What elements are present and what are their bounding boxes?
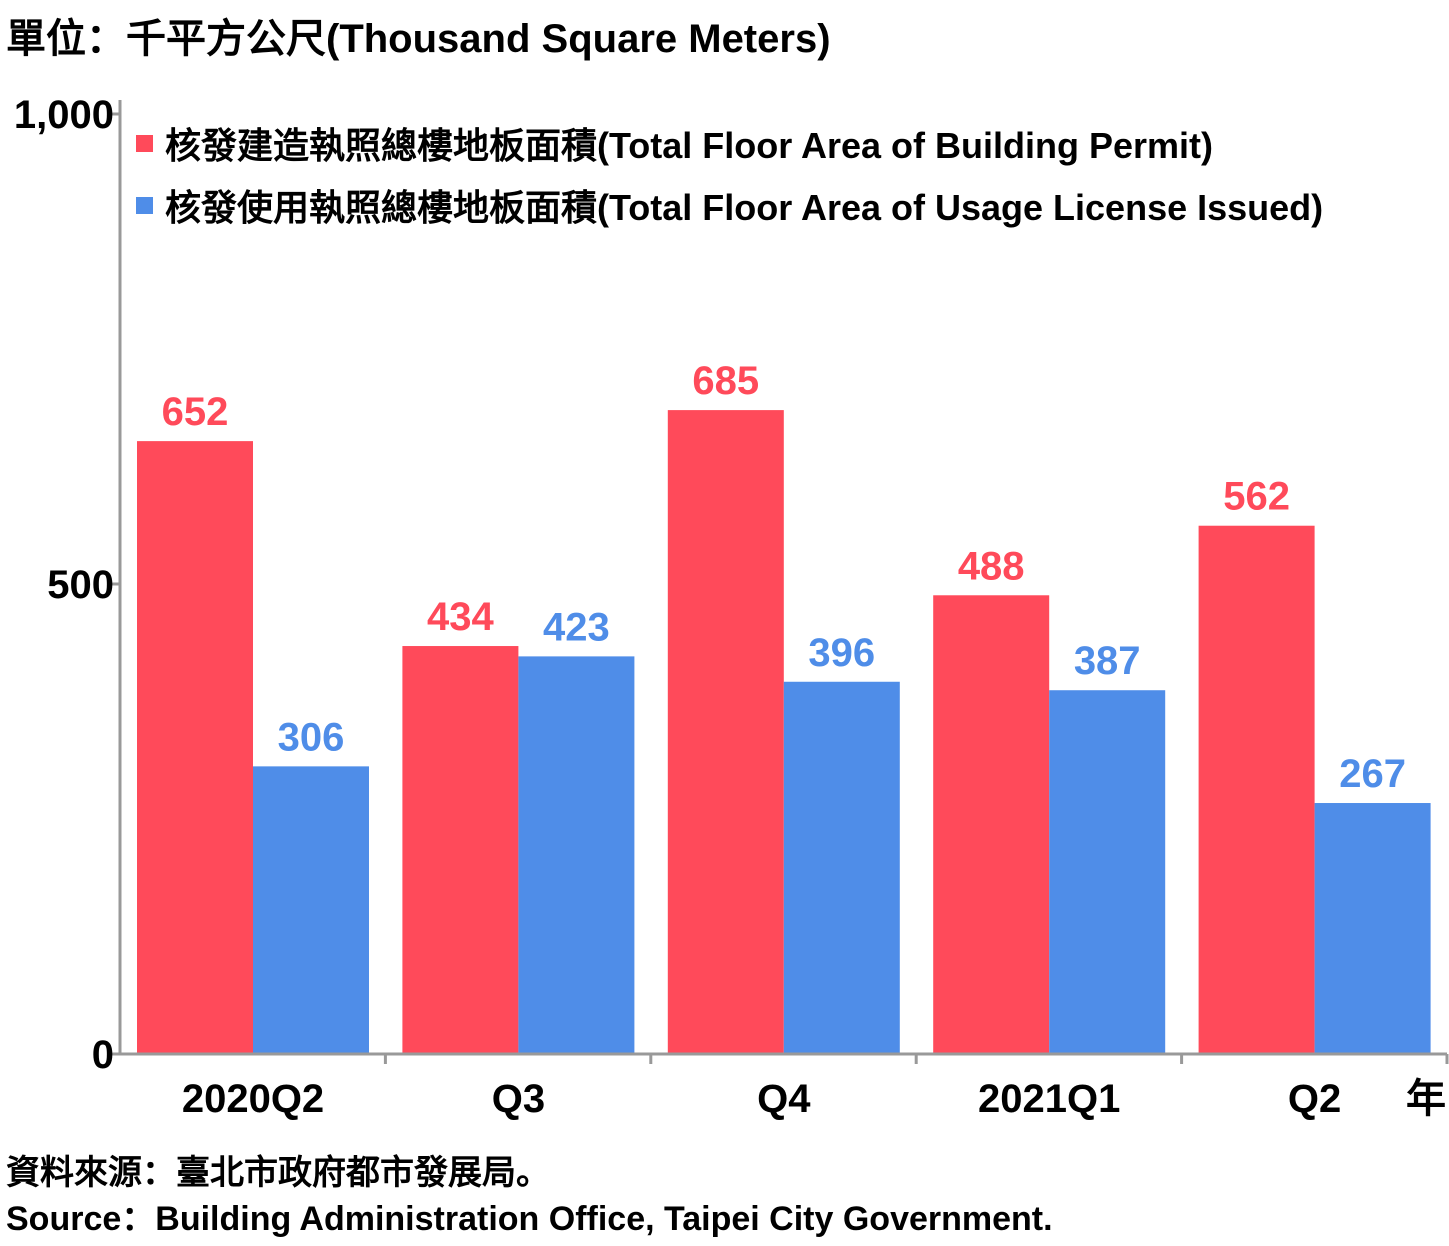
bar-usage-1 <box>518 656 635 1054</box>
category-label-0: 2020Q2 <box>182 1077 324 1121</box>
axes-group: 0 500 1,000 2020Q2 Q3 Q4 2021Q1 Q2 <box>14 93 1449 1121</box>
bar-usage-3 <box>1049 690 1166 1054</box>
data-label-usage-1: 423 <box>543 605 610 649</box>
bar-usage-4 <box>1314 803 1431 1054</box>
legend-swatch-usage <box>136 196 153 214</box>
category-label-4: Q2 <box>1288 1077 1341 1121</box>
legend-item-permit: 核發建造執照總樓地板面積(Total Floor Area of Buildin… <box>136 112 1323 174</box>
data-label-permit-4: 562 <box>1223 475 1290 519</box>
bar-permit-1 <box>402 646 519 1054</box>
bar-usage-2 <box>783 681 900 1054</box>
data-label-usage-2: 396 <box>808 631 875 675</box>
bar-permit-3 <box>933 595 1050 1054</box>
legend-swatch-permit <box>136 134 153 152</box>
bar-permit-0 <box>137 441 253 1054</box>
unit-label: 單位：千平方公尺(Thousand Square Meters) <box>6 17 831 61</box>
bar-permit-2 <box>667 410 784 1055</box>
legend-label-permit: 核發建造執照總樓地板面積(Total Floor Area of Buildin… <box>165 125 1213 166</box>
data-label-permit-3: 488 <box>958 544 1025 588</box>
y-tick-label-2: 1,000 <box>14 93 114 137</box>
data-label-usage-0: 306 <box>278 715 345 759</box>
source-line-en: Source：Building Administration Office, T… <box>6 1200 1053 1238</box>
bars-group <box>137 410 1431 1055</box>
data-label-permit-1: 434 <box>427 595 494 639</box>
source-note: 資料來源：臺北市政府都市發展局。 Source：Building Adminis… <box>6 1150 1053 1242</box>
data-labels-group: 652 434 685 488 562 306 423 396 387 267 <box>162 359 1406 796</box>
legend-item-usage: 核發使用執照總樓地板面積(Total Floor Area of Usage L… <box>136 174 1323 236</box>
bar-permit-4 <box>1198 525 1315 1054</box>
y-tick-label-0: 0 <box>92 1033 114 1077</box>
year-suffix: 年 <box>1406 1077 1446 1121</box>
category-label-1: Q3 <box>492 1077 545 1121</box>
data-label-usage-4: 267 <box>1339 752 1406 796</box>
bar-usage-0 <box>253 766 369 1054</box>
source-line-zh: 資料來源：臺北市政府都市發展局。 <box>6 1154 550 1192</box>
category-label-3: 2021Q1 <box>978 1077 1120 1121</box>
data-label-usage-3: 387 <box>1074 639 1141 683</box>
data-label-permit-2: 685 <box>692 359 759 403</box>
legend-label-usage: 核發使用執照總樓地板面積(Total Floor Area of Usage L… <box>165 187 1324 228</box>
legend: 核發建造執照總樓地板面積(Total Floor Area of Buildin… <box>136 112 1323 236</box>
y-tick-label-1: 500 <box>47 563 114 607</box>
data-label-permit-0: 652 <box>162 390 229 434</box>
category-label-2: Q4 <box>757 1077 811 1121</box>
